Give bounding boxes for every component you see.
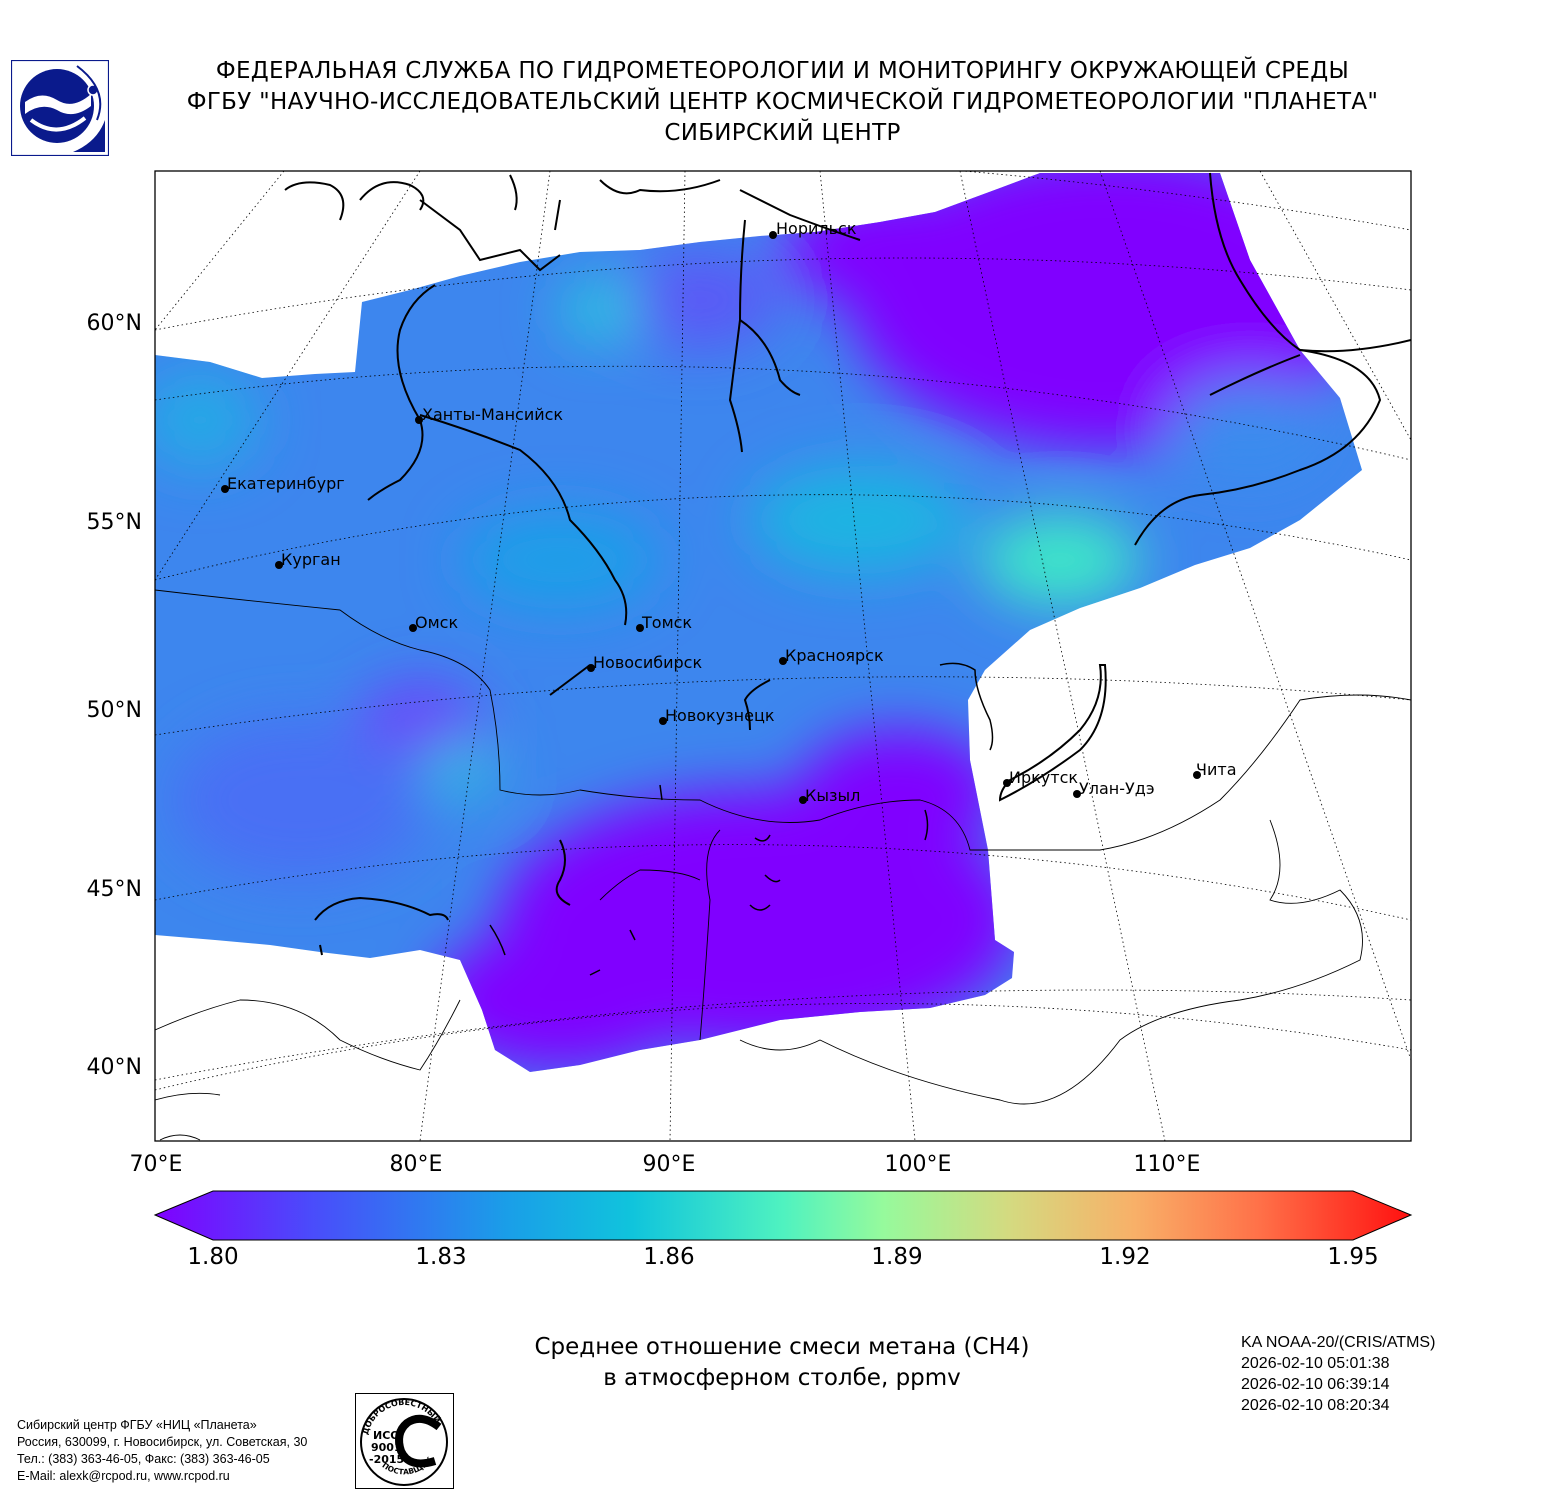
lat-tick-45: 45°N: [86, 877, 142, 902]
caption-line-2: в атмосферном столбе, ppmv: [603, 1365, 961, 1391]
contacts-line-1: Сибирский центр ФГБУ «НИЦ «Планета»: [17, 1418, 257, 1432]
lat-tick-50: 50°N: [86, 698, 142, 723]
city-krasnoyarsk: Красноярск: [779, 646, 884, 665]
colorbar-tick: 1.83: [415, 1244, 467, 1270]
lon-tick-70: 70°E: [129, 1152, 183, 1177]
satellite-name: KA NOAA-20/(CRIS/ATMS): [1241, 1334, 1436, 1351]
city-tomsk: Томск: [636, 613, 692, 632]
city-label: Новокузнецк: [665, 706, 775, 725]
planeta-logo-icon: [11, 60, 109, 156]
city-label: Кызыл: [805, 786, 860, 805]
city-norilsk: Норильск: [769, 219, 857, 239]
iso-line-3: -2015: [369, 1453, 404, 1466]
city-novokuznetsk: Новокузнецк: [659, 706, 775, 725]
city-label: Красноярск: [785, 646, 884, 665]
satellite-info: KA NOAA-20/(CRIS/ATMS) 2026-02-10 05:01:…: [1241, 1332, 1435, 1416]
lat-tick-60: 60°N: [86, 311, 142, 336]
map-caption: Среднее отношение смеси метана (CH4) в а…: [480, 1332, 1084, 1394]
caption-line-1: Среднее отношение смеси метана (CH4): [534, 1334, 1030, 1360]
lon-tick-110: 110°E: [1133, 1152, 1201, 1177]
city-label: Ханты-Мансийск: [422, 405, 563, 424]
city-omsk: Омск: [409, 613, 458, 632]
iso-line-1: ИСО: [373, 1429, 400, 1442]
colorbar: [153, 1190, 1413, 1241]
city-label: Иркутск: [1009, 768, 1078, 787]
city-kurgan: Курган: [275, 550, 341, 569]
coastlines: [155, 172, 1411, 1141]
contacts-line-4: E-Mail: alexk@rcpod.ru, www.rcpod.ru: [17, 1469, 230, 1483]
contacts-line-2: Россия, 630099, г. Новосибирск, ул. Сове…: [17, 1435, 308, 1449]
city-khanty-mansiysk: Ханты-Мансийск: [415, 405, 563, 424]
colorbar-tick: 1.92: [1099, 1244, 1151, 1270]
city-label: Новосибирск: [593, 653, 702, 672]
iso-stamp-icon: ДОБРОСОВЕСТНЫЙ ПОСТАВЩИК ИСО 9001 -2015: [355, 1393, 454, 1489]
city-label: Чита: [1196, 760, 1237, 779]
colorbar-tick: 1.89: [871, 1244, 923, 1270]
header-line-3: СИБИРСКИЙ ЦЕНТР: [664, 120, 901, 146]
lon-tick-80: 80°E: [389, 1152, 443, 1177]
city-novosibirsk: Новосибирск: [587, 653, 702, 672]
city-markers: Норильск Ханты-Мансийск Екатеринбург Кур…: [221, 219, 1237, 805]
contacts: Сибирский центр ФГБУ «НИЦ «Планета» Росс…: [17, 1417, 307, 1485]
city-ekaterinburg: Екатеринбург: [221, 474, 345, 493]
city-label: Томск: [641, 613, 692, 632]
contacts-line-3: Тел.: (383) 363-46-05, Факс: (383) 363-4…: [17, 1452, 270, 1466]
colorbar-tick: 1.86: [643, 1244, 695, 1270]
graticule: [155, 171, 1411, 1141]
city-label: Норильск: [776, 219, 857, 238]
city-irkutsk: Иркутск: [1003, 768, 1078, 787]
header-line-1: ФЕДЕРАЛЬНАЯ СЛУЖБА ПО ГИДРОМЕТЕОРОЛОГИИ …: [215, 58, 1350, 84]
header-line-2: ФГБУ "НАУЧНО-ИССЛЕДОВАТЕЛЬСКИЙ ЦЕНТР КОС…: [186, 89, 1379, 115]
city-chita: Чита: [1193, 760, 1237, 779]
city-label: Екатеринбург: [227, 474, 345, 493]
city-kyzyl: Кызыл: [799, 786, 860, 805]
map-frame: [154, 170, 1412, 1142]
lon-tick-90: 90°E: [642, 1152, 696, 1177]
lat-tick-40: 40°N: [86, 1055, 142, 1080]
lat-tick-55: 55°N: [86, 510, 142, 535]
iso-line-2: 9001: [371, 1441, 402, 1454]
pass-time: 2026-02-10 08:20:34: [1241, 1397, 1390, 1414]
pass-time: 2026-02-10 05:01:38: [1241, 1355, 1390, 1372]
lon-tick-100: 100°E: [884, 1152, 952, 1177]
colorbar-tick: 1.95: [1327, 1244, 1379, 1270]
city-label: Курган: [281, 550, 341, 569]
city-label: Улан-Удэ: [1079, 779, 1155, 798]
colorbar-tick: 1.80: [187, 1244, 239, 1270]
pass-time: 2026-02-10 06:39:14: [1241, 1376, 1390, 1393]
header: ФЕДЕРАЛЬНАЯ СЛУЖБА ПО ГИДРОМЕТЕОРОЛОГИИ …: [120, 56, 1445, 149]
city-label: Омск: [415, 613, 458, 632]
city-ulan-ude: Улан-Удэ: [1073, 779, 1155, 798]
